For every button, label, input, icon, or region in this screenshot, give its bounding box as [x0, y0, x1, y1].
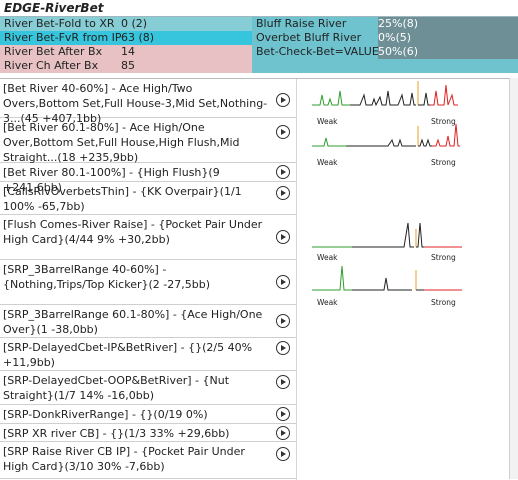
play-icon[interactable] — [276, 375, 290, 389]
hand-row-bet-river-80-100[interactable]: [Bet River 80.1-100%] - {High Flush}(9 +… — [0, 163, 296, 194]
strength-graph-line — [312, 123, 460, 147]
strength-graph-flush-comes-river-raise: Weak Strong — [312, 217, 462, 269]
hand-row-flush-comes-river-raise[interactable]: [Flush Comes-River Raise] - {Pocket Pair… — [0, 215, 296, 260]
hand-row-srp-delayed-cbet-oop[interactable]: [SRP-DelayedCbet-OOP&BetRiver] - {Nut St… — [0, 371, 296, 405]
stat-label-overbet-bluff-river: Overbet Bluff River — [252, 31, 380, 45]
stat-label-bet-after-bx: River Bet After Bx — [0, 45, 122, 59]
hand-row-text: [SRP-DelayedCbet-OOP&BetRiver] - {Nut St… — [3, 374, 230, 402]
play-icon[interactable] — [276, 341, 290, 355]
column-divider — [296, 79, 297, 480]
hand-row-text: [SRP_3BarrelRange 40-60%] - {Nothing,Tri… — [3, 263, 210, 291]
graph-weak-label: Weak — [317, 117, 338, 126]
play-icon[interactable] — [276, 426, 290, 440]
play-icon[interactable] — [276, 93, 290, 107]
hand-row-text: [SRP XR river CB] - {}(1/3 33% +29,6bb) — [3, 427, 230, 440]
hand-row-srp-3barrel-60-80[interactable]: [SRP_3BarrelRange 60.1-80%] - {Ace High/… — [0, 305, 296, 338]
strength-graph-bet-river-60-80: Weak Strong — [312, 122, 462, 174]
stat-label-fold-to-xr: River Bet-Fold to XR — [0, 17, 122, 31]
stat-value-ch-after-bx: 85 — [121, 59, 252, 73]
graph-strong-label: Strong — [431, 298, 456, 307]
graph-weak-label: Weak — [317, 158, 338, 167]
hand-row-bet-river-40-60[interactable]: [Bet River 40-60%] - Ace High/Two Overs,… — [0, 79, 296, 125]
play-icon[interactable] — [276, 165, 290, 179]
hand-row-text: [CallsRivOverbetsThin] - {KK Overpair}(1… — [3, 185, 242, 213]
graph-strong-label: Strong — [431, 117, 456, 126]
play-icon[interactable] — [276, 447, 290, 461]
title-bar: EDGE-RiverBet — [0, 0, 518, 17]
play-icon[interactable] — [276, 186, 290, 200]
strength-graph-line — [312, 222, 462, 248]
graph-weak-label: Weak — [317, 253, 338, 262]
stat-value-bet-after-bx: 14 — [121, 45, 252, 59]
stats-panel: River Bet-Fold to XR 0 (2) River Bet-FvR… — [0, 17, 518, 75]
play-icon[interactable] — [276, 407, 290, 421]
graph-strong-label: Strong — [431, 158, 456, 167]
stat-label-fvr-from-ip: River Bet-FvR from IP — [0, 31, 122, 45]
play-icon[interactable] — [276, 275, 290, 289]
stat-value-bet-check-bet: 50%(6) — [378, 45, 518, 59]
strength-graph-srp-3barrel-40-60: Weak Strong — [312, 262, 462, 314]
strength-graph-line — [312, 265, 462, 291]
vertical-scrollbar[interactable] — [509, 78, 518, 479]
stat-value-overbet-bluff-river: 0%(5) — [378, 31, 518, 45]
stats-empty-cell — [252, 59, 518, 73]
stat-value-fvr-from-ip: 63 (8) — [121, 31, 252, 45]
stat-label-bet-check-bet: Bet-Check-Bet=VALUE — [252, 45, 380, 59]
hand-row-srp-3barrel-40-60[interactable]: [SRP_3BarrelRange 40-60%] - {Nothing,Tri… — [0, 260, 296, 305]
hand-row-text: [Bet River 80.1-100%] - {High Flush}(9 +… — [3, 166, 220, 194]
graph-strong-label: Strong — [431, 253, 456, 262]
play-icon[interactable] — [276, 230, 290, 244]
hand-row-srp-donk-river-range[interactable]: [SRP-DonkRiverRange] - {}(0/19 0%) — [0, 405, 296, 424]
hand-row-text: [SRP-DonkRiverRange] - {}(0/19 0%) — [3, 408, 208, 421]
stat-value-fold-to-xr: 0 (2) — [121, 17, 252, 31]
panel-title: EDGE-RiverBet — [4, 1, 104, 15]
play-icon[interactable] — [276, 125, 290, 139]
graph-weak-label: Weak — [317, 298, 338, 307]
stat-label-ch-after-bx: River Ch After Bx — [0, 59, 122, 73]
play-icon[interactable] — [276, 314, 290, 328]
stat-label-bluff-raise-river: Bluff Raise River — [252, 17, 380, 31]
hand-row-text: [Bet River 40-60%] - Ace High/Two Overs,… — [3, 82, 268, 125]
hand-range-list: [Bet River 40-60%] - Ace High/Two Overs,… — [0, 78, 518, 480]
hand-row-calls-riv-overbets-thin[interactable]: [CallsRivOverbetsThin] - {KK Overpair}(1… — [0, 182, 296, 215]
hand-row-text: [SRP Raise River CB IP] - {Pocket Pair U… — [3, 445, 245, 473]
hand-row-text: [SRP_3BarrelRange 60.1-80%] - {Ace High/… — [3, 308, 263, 336]
stat-value-bluff-raise-river: 25%(8) — [378, 17, 518, 31]
hand-row-text: [Bet River 60.1-80%] - Ace High/One Over… — [3, 121, 240, 164]
hand-row-srp-raise-river-cb-ip[interactable]: [SRP Raise River CB IP] - {Pocket Pair U… — [0, 442, 296, 479]
hand-row-bet-river-60-80[interactable]: [Bet River 60.1-80%] - Ace High/One Over… — [0, 118, 296, 164]
hand-row-text: [Flush Comes-River Raise] - {Pocket Pair… — [3, 218, 263, 246]
strength-graph-line — [312, 81, 458, 107]
strength-graph-bet-river-40-60: Weak Strong — [312, 81, 462, 133]
hand-row-text: [SRP-DelayedCbet-IP&BetRiver] - {}(2/5 4… — [3, 341, 253, 369]
hand-row-srp-xr-river-cb[interactable]: [SRP XR river CB] - {}(1/3 33% +29,6bb) — [0, 424, 296, 442]
hand-row-srp-delayed-cbet-ip[interactable]: [SRP-DelayedCbet-IP&BetRiver] - {}(2/5 4… — [0, 338, 296, 371]
